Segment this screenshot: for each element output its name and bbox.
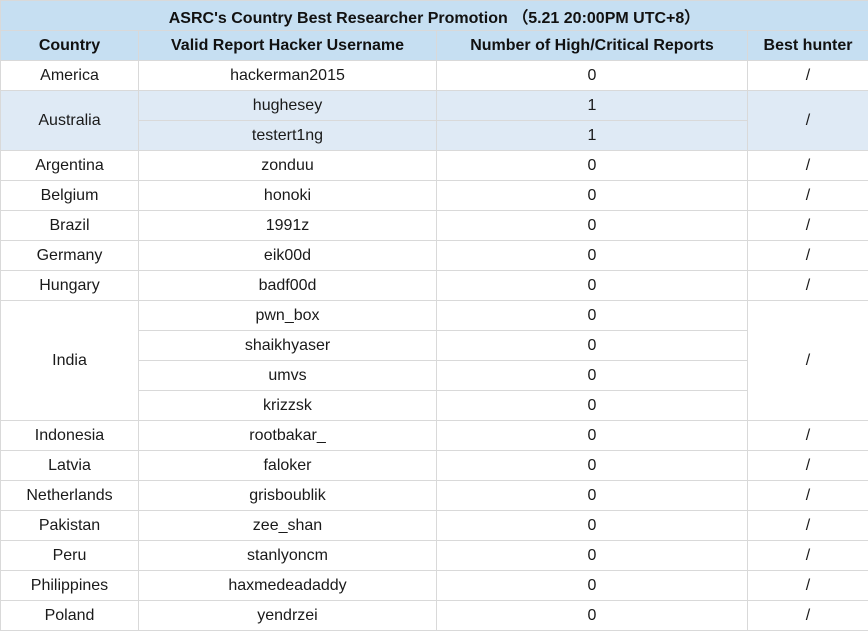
reports-cell: 0 <box>436 480 748 511</box>
country-cell: Philippines <box>0 570 139 601</box>
reports-cell: 1 <box>436 90 748 121</box>
country-cell: Germany <box>0 240 139 271</box>
country-cell: America <box>0 60 139 91</box>
reports-cell: 0 <box>436 510 748 541</box>
table-row: Australia hughesey 1/ <box>0 90 868 151</box>
username-cell: testert1ng <box>138 120 437 151</box>
best-hunter-cell: / <box>746 240 868 271</box>
username-cell: honoki <box>138 180 437 211</box>
reports-cell: 0 <box>436 420 748 451</box>
table-row: America hackerman2015 0/ <box>0 60 868 91</box>
country-cell: Hungary <box>0 270 139 301</box>
header-row: Country Valid Report Hacker Username Num… <box>0 30 868 61</box>
username-cell: zonduu <box>138 150 437 181</box>
reports-cell: 0 <box>436 240 748 271</box>
table-row: Peru stanlyoncm 0/ <box>0 540 868 571</box>
best-hunter-cell: / <box>746 90 868 151</box>
username-cell: grisboublik <box>138 480 437 511</box>
country-cell: Belgium <box>0 180 139 211</box>
best-hunter-cell: / <box>746 420 868 451</box>
username-cell: stanlyoncm <box>138 540 437 571</box>
table-row: Belgium honoki 0/ <box>0 180 868 211</box>
table-row: Netherlands grisboublik 0/ <box>0 480 868 511</box>
username-cell: umvs <box>138 360 437 391</box>
reports-cell: 0 <box>436 60 748 91</box>
country-cell: Indonesia <box>0 420 139 451</box>
reports-cell: 0 <box>436 180 748 211</box>
best-hunter-cell: / <box>746 180 868 211</box>
best-hunter-cell: / <box>746 480 868 511</box>
username-cell: pwn_box <box>138 300 437 331</box>
reports-cell: 1 <box>436 120 748 151</box>
username-cell: rootbakar_ <box>138 420 437 451</box>
country-cell: Argentina <box>0 150 139 181</box>
best-hunter-cell: / <box>746 600 868 631</box>
reports-cell: 0 <box>436 450 748 481</box>
best-hunter-cell: / <box>746 210 868 241</box>
table-row: Indonesia rootbakar_ 0/ <box>0 420 868 451</box>
username-cell: krizzsk <box>138 390 437 421</box>
best-hunter-cell: / <box>746 570 868 601</box>
table-title: ASRC's Country Best Researcher Promotion… <box>0 0 868 31</box>
table-row: Hungary badf00d 0/ <box>0 270 868 301</box>
table-row: Pakistan zee_shan 0/ <box>0 510 868 541</box>
table-row: Latvia faloker 0/ <box>0 450 868 481</box>
username-cell: badf00d <box>138 270 437 301</box>
best-hunter-cell: / <box>746 270 868 301</box>
username-cell: faloker <box>138 450 437 481</box>
reports-cell: 0 <box>436 300 748 331</box>
username-cell: haxmedeadaddy <box>138 570 437 601</box>
country-cell: Poland <box>0 600 139 631</box>
username-cell: hughesey <box>138 90 437 121</box>
reports-cell: 0 <box>436 150 748 181</box>
header-best-hunter: Best hunter <box>746 30 868 61</box>
best-hunter-cell: / <box>746 60 868 91</box>
best-hunter-cell: / <box>746 510 868 541</box>
reports-cell: 0 <box>436 360 748 391</box>
table-row: Argentina zonduu 0/ <box>0 150 868 181</box>
username-cell: zee_shan <box>138 510 437 541</box>
best-hunter-cell: / <box>746 300 868 421</box>
reports-cell: 0 <box>436 270 748 301</box>
table-row: Germany eik00d 0/ <box>0 240 868 271</box>
header-username: Valid Report Hacker Username <box>138 30 437 61</box>
best-hunter-cell: / <box>746 150 868 181</box>
reports-cell: 0 <box>436 540 748 571</box>
table-row: Philippines haxmedeadaddy 0/ <box>0 570 868 601</box>
header-country: Country <box>0 30 139 61</box>
username-cell: shaikhyaser <box>138 330 437 361</box>
reports-cell: 0 <box>436 570 748 601</box>
username-cell: hackerman2015 <box>138 60 437 91</box>
country-cell: Netherlands <box>0 480 139 511</box>
table-row: Brazil 1991z 0/ <box>0 210 868 241</box>
country-cell: Brazil <box>0 210 139 241</box>
username-cell: eik00d <box>138 240 437 271</box>
country-cell: Peru <box>0 540 139 571</box>
title-row: ASRC's Country Best Researcher Promotion… <box>0 0 868 31</box>
reports-cell: 0 <box>436 330 748 361</box>
best-hunter-cell: / <box>746 540 868 571</box>
reports-cell: 0 <box>436 390 748 421</box>
table-row: Poland yendrzei 0/ <box>0 600 868 631</box>
table-row: India pwn_box 0/ <box>0 300 868 421</box>
country-cell: Latvia <box>0 450 139 481</box>
country-cell: India <box>0 300 139 421</box>
table-row: umvs 0 <box>1 360 868 391</box>
username-cell: 1991z <box>138 210 437 241</box>
reports-cell: 0 <box>436 600 748 631</box>
table-row: testert1ng 1 <box>1 120 868 151</box>
reports-cell: 0 <box>436 210 748 241</box>
country-cell: Australia <box>0 90 139 151</box>
header-reports: Number of High/Critical Reports <box>436 30 748 61</box>
username-cell: yendrzei <box>138 600 437 631</box>
country-cell: Pakistan <box>0 510 139 541</box>
best-hunter-cell: / <box>746 450 868 481</box>
